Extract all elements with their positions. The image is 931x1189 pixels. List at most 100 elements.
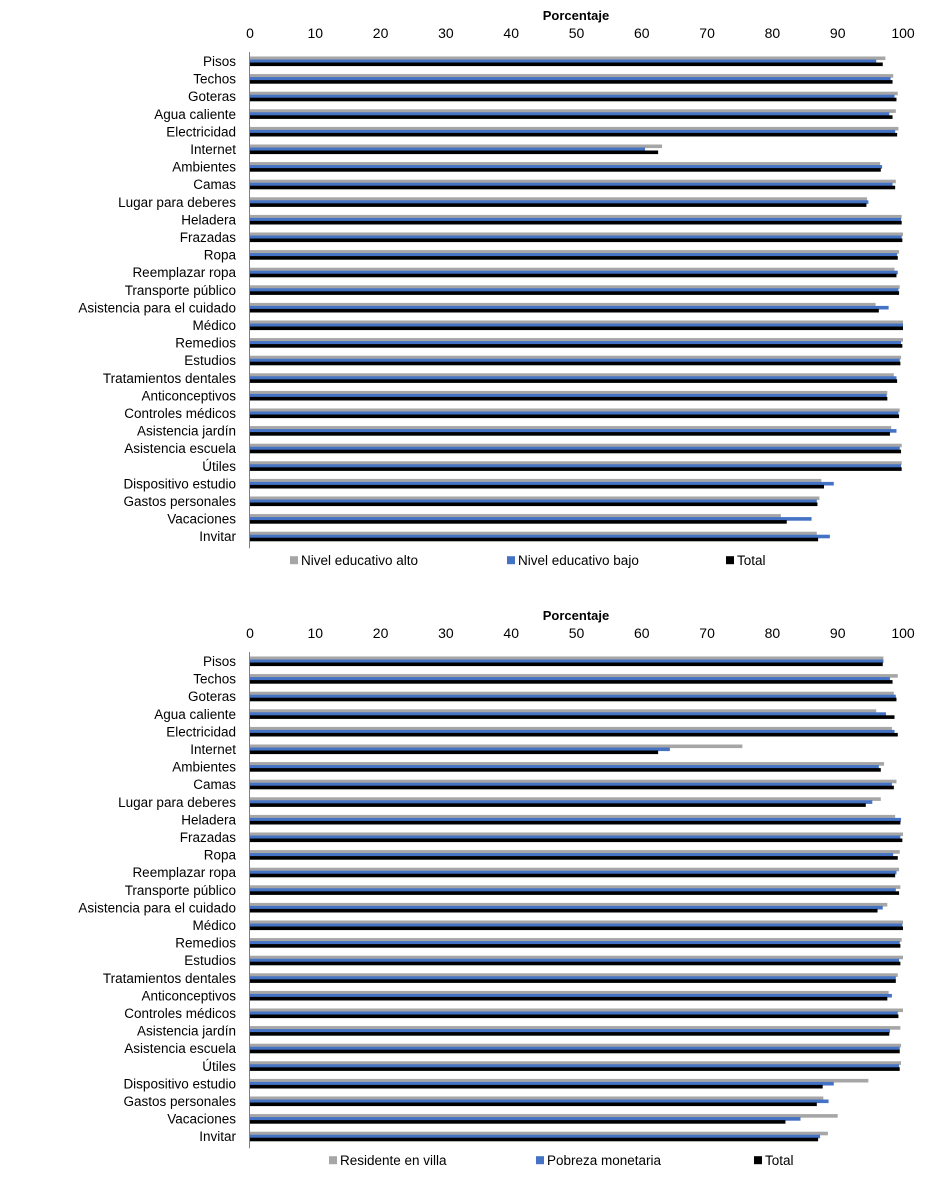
- x-tick-label: 20: [373, 25, 389, 41]
- bar-0-24: [250, 478, 822, 483]
- chart-top: Porcentaje 0 10 20 30 40 50 60 70 80 90 100 Pisos Tec…: [0, 0, 931, 590]
- bar-1-0: [250, 59, 877, 64]
- legend-label-1: Pobreza monetaria: [547, 1153, 662, 1168]
- bar-2-0: [250, 662, 883, 667]
- bar-0-7: [250, 779, 897, 784]
- bar-1-10: [250, 235, 902, 240]
- bar-chart-bottom: Porcentaje 0 10 20 30 40 50 60 70 80 90 100 Pisos Tec…: [78, 608, 915, 1168]
- bar-0-2: [250, 691, 894, 696]
- bar-2-17: [250, 361, 901, 366]
- bar-2-12: [250, 873, 896, 878]
- category-label: Agua caliente: [154, 107, 236, 122]
- category-label: Internet: [190, 742, 236, 757]
- bar-2-24: [250, 484, 824, 489]
- category-label: Útiles: [202, 459, 236, 474]
- bar-1-21: [250, 429, 897, 433]
- legend-label-0: Nivel educativo alto: [301, 553, 418, 568]
- bar-0-27: [250, 1131, 828, 1136]
- category-label: Pisos: [203, 654, 236, 669]
- x-tick-label: 90: [830, 25, 846, 41]
- bar-2-8: [250, 203, 867, 207]
- bar-1-17: [250, 958, 900, 963]
- category-label: Ambientes: [172, 160, 236, 175]
- legend-label-2: Total: [765, 1153, 794, 1168]
- bar-0-6: [250, 162, 881, 166]
- bar-0-8: [250, 797, 881, 801]
- bar-2-3: [250, 715, 895, 719]
- legend-swatch-0: [290, 556, 298, 565]
- category-label: Anticonceptivos: [141, 388, 236, 403]
- category-label: Médico: [192, 318, 236, 333]
- bar-1-9: [250, 217, 902, 222]
- bar-2-15: [250, 326, 903, 331]
- x-tick-label: 10: [308, 625, 324, 641]
- bar-0-3: [250, 109, 896, 113]
- bar-2-7: [250, 185, 896, 190]
- bar-2-12: [250, 273, 897, 278]
- category-label: Vacaciones: [167, 512, 236, 527]
- category-label: Médico: [192, 918, 236, 933]
- bar-2-2: [250, 97, 897, 102]
- bar-2-1: [250, 80, 893, 84]
- bar-0-7: [250, 179, 896, 184]
- category-label: Reemplazar ropa: [132, 865, 236, 880]
- bar-1-4: [250, 729, 895, 734]
- category-label: Remedios: [175, 336, 236, 351]
- legend-swatch-2: [754, 1156, 762, 1165]
- bar-1-2: [250, 94, 895, 99]
- bar-0-4: [250, 126, 899, 131]
- category-label: Electricidad: [166, 724, 236, 739]
- bar-2-10: [250, 238, 903, 243]
- bar-2-13: [250, 891, 900, 895]
- category-label: Reemplazar ropa: [132, 265, 236, 280]
- category-label: Dispositivo estudio: [123, 476, 236, 491]
- bar-0-6: [250, 762, 885, 766]
- bar-0-23: [250, 461, 902, 465]
- bar-1-3: [250, 112, 890, 116]
- x-tick-label: 50: [569, 25, 585, 41]
- bar-1-5: [250, 147, 646, 152]
- bar-1-27: [250, 534, 830, 539]
- legend-label-1: Nivel educativo bajo: [518, 553, 639, 568]
- bar-0-2: [250, 91, 898, 96]
- category-label: Frazadas: [180, 230, 237, 245]
- category-label: Asistencia escuela: [124, 1041, 236, 1056]
- category-label: Asistencia para el cuidado: [78, 300, 236, 315]
- category-label: Vacaciones: [167, 1112, 236, 1127]
- bar-1-24: [250, 1081, 834, 1086]
- bar-0-26: [250, 1114, 838, 1118]
- category-label: Dispositivo estudio: [123, 1076, 236, 1091]
- bar-2-20: [250, 414, 900, 419]
- bar-1-6: [250, 765, 879, 769]
- bar-1-19: [250, 993, 892, 998]
- bar-2-23: [250, 1067, 900, 1071]
- bar-0-10: [250, 832, 903, 837]
- category-label: Lugar para deberes: [118, 195, 236, 210]
- bar-2-10: [250, 838, 903, 843]
- bar-0-3: [250, 709, 877, 713]
- bar-0-1: [250, 74, 894, 78]
- bar-1-21: [250, 1029, 890, 1033]
- bar-1-9: [250, 817, 902, 822]
- bar-2-14: [250, 908, 878, 913]
- bar-2-18: [250, 979, 896, 983]
- bar-1-3: [250, 712, 887, 716]
- bar-2-9: [250, 220, 902, 225]
- category-label: Asistencia jardín: [137, 1024, 236, 1039]
- bar-1-11: [250, 853, 894, 857]
- x-axis-title: Porcentaje: [543, 8, 609, 23]
- category-label: Goteras: [188, 689, 236, 704]
- bar-0-15: [250, 920, 903, 925]
- bar-2-26: [250, 1120, 786, 1124]
- bar-2-16: [250, 344, 903, 348]
- bar-2-13: [250, 291, 900, 295]
- category-label: Camas: [193, 177, 236, 192]
- bar-0-5: [250, 744, 743, 749]
- x-tick-label: 30: [438, 625, 454, 641]
- category-label: Tratamientos dentales: [103, 971, 236, 986]
- x-tick-label: 80: [765, 625, 781, 641]
- bar-2-25: [250, 502, 818, 507]
- bar-2-8: [250, 803, 866, 807]
- category-label: Anticonceptivos: [141, 988, 236, 1003]
- bar-0-23: [250, 1061, 902, 1065]
